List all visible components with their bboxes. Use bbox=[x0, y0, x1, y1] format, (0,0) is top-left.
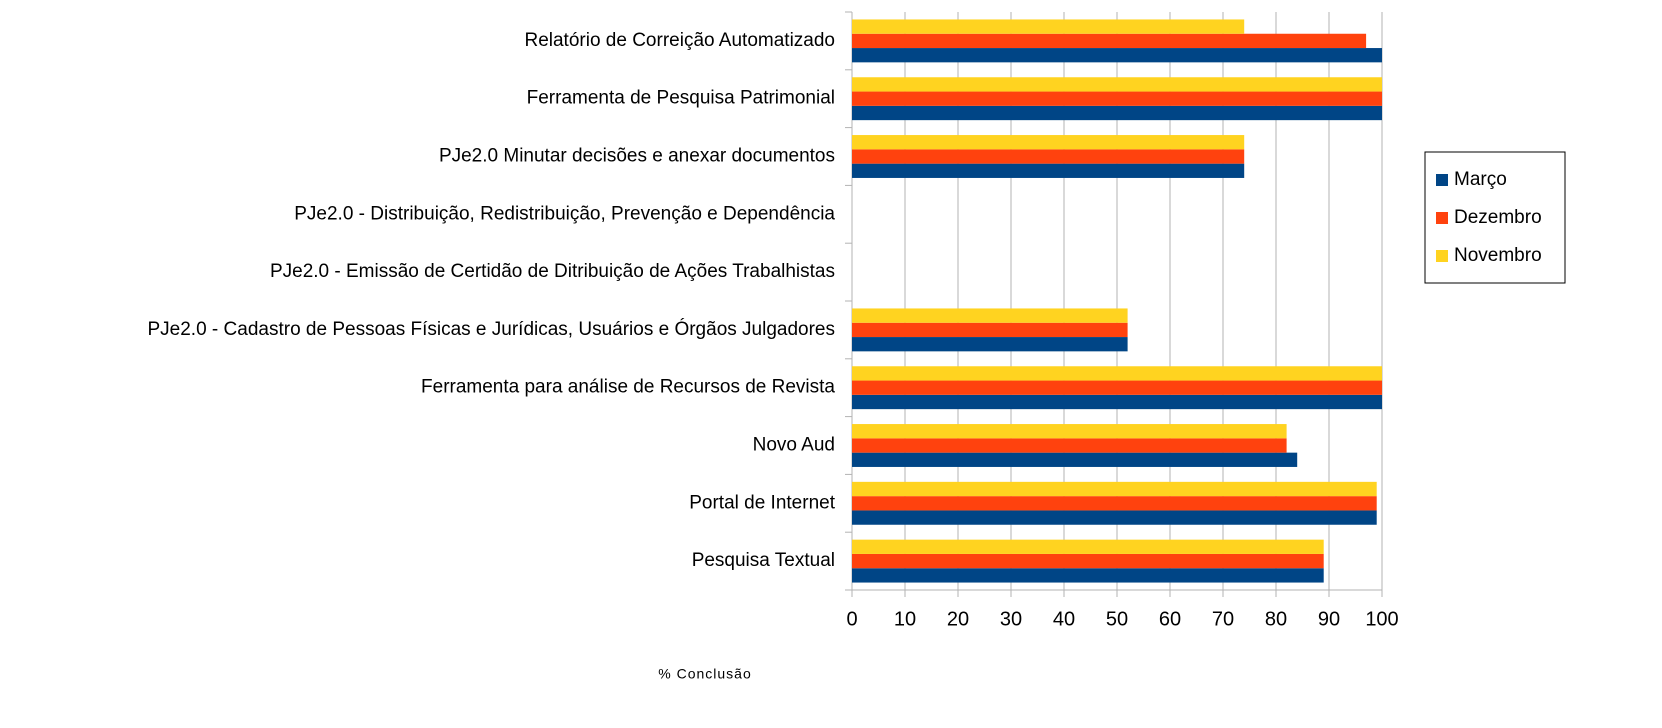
bar bbox=[852, 424, 1287, 439]
y-tick-label: PJe2.0 Minutar decisões e anexar documen… bbox=[439, 146, 835, 167]
y-tick-label: PJe2.0 - Cadastro de Pessoas Físicas e J… bbox=[148, 318, 836, 340]
bar bbox=[852, 19, 1245, 34]
bar bbox=[852, 510, 1377, 525]
bar bbox=[852, 33, 1367, 49]
bar bbox=[852, 77, 1382, 92]
legend-swatch bbox=[1436, 212, 1448, 224]
legend-label: Novembro bbox=[1454, 245, 1542, 266]
y-tick-label: PJe2.0 - Emissão de Certidão de Ditribui… bbox=[270, 261, 835, 282]
bar bbox=[852, 149, 1245, 164]
bar bbox=[852, 568, 1324, 583]
x-tick-label: 100 bbox=[1365, 608, 1398, 630]
y-tick-label: Novo Aud bbox=[753, 435, 835, 456]
x-tick-label: 50 bbox=[1106, 608, 1128, 630]
bar bbox=[852, 539, 1324, 554]
bar bbox=[852, 553, 1324, 569]
bar bbox=[852, 366, 1382, 381]
x-tick-label: 80 bbox=[1265, 608, 1287, 630]
y-tick-label: PJe2.0 - Distribuição, Redistribuição, P… bbox=[294, 203, 835, 224]
bar bbox=[852, 438, 1287, 453]
legend-box bbox=[1424, 151, 1566, 284]
legend-label: Março bbox=[1454, 169, 1507, 190]
x-tick-label: 40 bbox=[1053, 608, 1075, 630]
legend-swatch bbox=[1436, 174, 1448, 186]
bar bbox=[852, 48, 1382, 63]
y-tick-label: Ferramenta para análise de Recursos de R… bbox=[421, 377, 835, 398]
bar bbox=[852, 337, 1128, 352]
x-tick-label: 60 bbox=[1159, 608, 1181, 630]
y-tick-label: Portal de Internet bbox=[689, 492, 835, 513]
bar bbox=[852, 135, 1245, 150]
x-tick-label: 10 bbox=[894, 608, 916, 630]
bar bbox=[852, 380, 1382, 395]
x-tick-label: 30 bbox=[1000, 608, 1022, 630]
x-tick-label: 70 bbox=[1212, 608, 1234, 630]
bar bbox=[852, 163, 1245, 178]
x-tick-label: 20 bbox=[947, 608, 969, 630]
bar bbox=[852, 496, 1377, 511]
x-tick-label: 0 bbox=[846, 608, 857, 630]
x-axis-label: % Conclusão bbox=[658, 666, 752, 682]
legend-label: Dezembro bbox=[1454, 207, 1542, 228]
bar bbox=[852, 322, 1128, 338]
bar bbox=[852, 91, 1382, 106]
bar bbox=[852, 481, 1377, 497]
y-tick-label: Ferramenta de Pesquisa Patrimonial bbox=[527, 88, 835, 109]
y-tick-label: Pesquisa Textual bbox=[692, 550, 835, 571]
bar bbox=[852, 308, 1128, 323]
bar bbox=[852, 394, 1382, 410]
x-tick-label: 90 bbox=[1318, 608, 1340, 630]
legend-swatch bbox=[1436, 250, 1448, 262]
y-tick-label: Relatório de Correição Automatizado bbox=[524, 30, 835, 51]
bar bbox=[852, 105, 1382, 121]
bar bbox=[852, 452, 1298, 467]
